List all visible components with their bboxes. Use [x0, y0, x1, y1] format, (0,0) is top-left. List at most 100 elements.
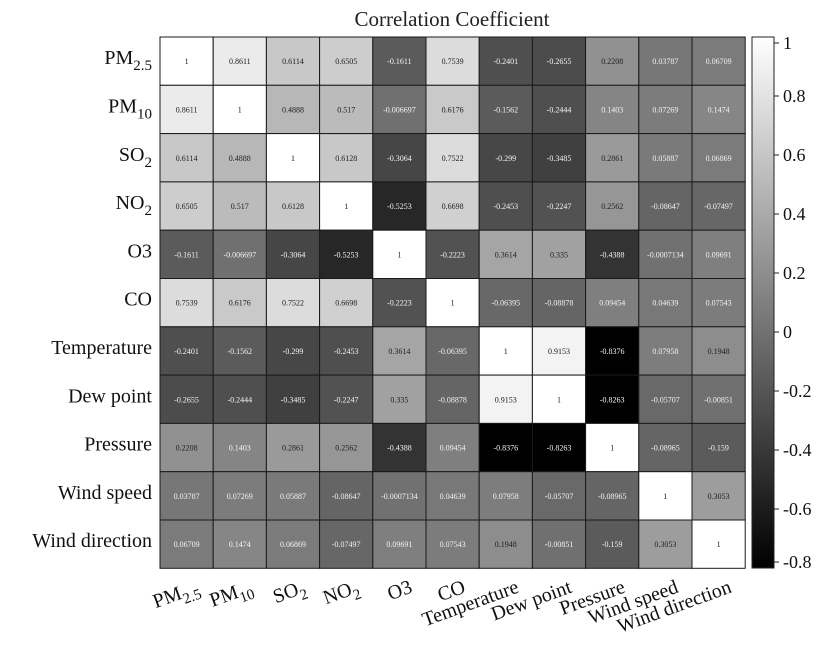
colorbar — [751, 36, 775, 569]
cell-value-label: -0.159 — [708, 444, 729, 453]
row-label: Temperature — [51, 337, 152, 359]
row-label: PM2.5 — [104, 47, 152, 74]
cell-value-label: -0.08965 — [651, 444, 680, 453]
cell-value-label: 0.3053 — [654, 540, 676, 549]
cell-value-label: -0.8263 — [547, 444, 572, 453]
heatmap-cell-r10-c1 — [212, 519, 267, 569]
heatmap-cell-r5-c10 — [691, 278, 746, 328]
heatmap-cell-r8-c0 — [159, 422, 214, 473]
cell-value-label: 1 — [504, 347, 508, 356]
heatmap-cell-r10-c7 — [531, 519, 587, 569]
cell-value-label: 0.6505 — [335, 57, 357, 66]
cell-value-label: 0.06709 — [174, 540, 200, 549]
heatmap-cell-r9-c2 — [265, 471, 321, 521]
cell-value-label: -0.1562 — [493, 105, 518, 114]
heatmap-cell-r4-c5 — [425, 229, 480, 279]
cell-value-label: -0.006697 — [383, 105, 416, 114]
cell-value-label: 0.4888 — [282, 105, 304, 114]
colorbar-ticks: 1 0.8 0.6 0.4 0.2 0 -0.2 -0.4 -0.6 -0.8 — [774, 33, 812, 572]
heatmap-cell-r7-c9 — [638, 374, 693, 424]
row-label: SO2 — [119, 144, 152, 171]
heatmap-cell-r0-c0 — [159, 36, 214, 86]
heatmap-cell-r8-c8 — [585, 422, 640, 473]
cell-value-label: -0.4388 — [600, 250, 625, 259]
cell-value-label: 0.2562 — [335, 444, 357, 453]
column-label: NO2 — [320, 576, 363, 614]
row-label: O3 — [128, 240, 152, 262]
heatmap-cell-r4-c4 — [372, 229, 427, 279]
colorbar-tick-label: 0 — [783, 322, 792, 342]
cell-value-label: -0.1562 — [227, 347, 252, 356]
colorbar-tick-label: -0.4 — [783, 440, 812, 460]
cell-value-label: -0.07497 — [332, 540, 361, 549]
heatmap-cell-r0-c9 — [638, 36, 693, 86]
cell-value-label: -0.2223 — [440, 250, 465, 259]
cell-value-label: 0.1474 — [229, 540, 251, 549]
heatmap-cell-r2-c4 — [372, 133, 427, 183]
cell-value-label: 0.517 — [337, 105, 355, 114]
heatmap-cell-r10-c9 — [638, 519, 693, 569]
row-label: Dew point — [68, 385, 152, 407]
cell-value-label: 0.2208 — [601, 57, 623, 66]
cell-value-label: -0.2401 — [174, 347, 199, 356]
heatmap-cell-r3-c8 — [585, 181, 640, 231]
cell-value-label: -0.3064 — [281, 250, 306, 259]
cell-value-label: 0.07958 — [493, 492, 519, 501]
heatmap-cell-r10-c10 — [691, 519, 746, 569]
heatmap-cell-r1-c0 — [159, 84, 214, 135]
cell-value-label: -0.3485 — [281, 395, 306, 404]
heatmap-cell-r10-c4 — [372, 519, 427, 569]
heatmap-cell-r7-c5 — [425, 374, 480, 424]
cell-value-label: 0.03787 — [174, 492, 200, 501]
heatmap-cell-r3-c10 — [691, 181, 746, 231]
heatmap-cell-r9-c8 — [585, 471, 640, 521]
heatmap-cell-r8-c7 — [531, 422, 587, 473]
heatmap-cell-r10-c8 — [585, 519, 640, 569]
cell-value-label: -0.1611 — [174, 250, 198, 259]
cell-value-label: -0.299 — [283, 347, 304, 356]
row-labels: PM2.5 PM10 SO2 NO2 O3 CO Temperature Dew point P… — [32, 47, 152, 552]
heatmap-cell-r3-c5 — [425, 181, 480, 231]
heatmap-cell-r8-c2 — [265, 422, 321, 473]
cell-value-label: 0.07543 — [440, 540, 466, 549]
cell-value-label: 0.6114 — [282, 57, 304, 66]
heatmap-cell-r2-c0 — [159, 133, 214, 183]
heatmap-cell-r9-c4 — [372, 471, 427, 521]
cell-value-label: -0.2655 — [174, 395, 199, 404]
cell-value-label: -0.08647 — [651, 202, 680, 211]
cell-value-label: 1 — [185, 57, 189, 66]
heatmap-cell-r1-c8 — [585, 84, 640, 135]
heatmap-cell-r4-c2 — [265, 229, 321, 279]
cell-value-label: -0.3064 — [387, 154, 412, 163]
cell-value-label: 1 — [663, 492, 667, 501]
heatmap-cell-r7-c1 — [212, 374, 267, 424]
heatmap-cell-r5-c0 — [159, 278, 214, 328]
cell-value-label: -0.2444 — [227, 395, 252, 404]
heatmap-cell-r3-c9 — [638, 181, 693, 231]
cell-value-label: 0.7522 — [442, 154, 464, 163]
cell-value-label: 0.07269 — [227, 492, 253, 501]
cell-value-label: 1 — [717, 540, 721, 549]
heatmap-cell-r9-c10 — [691, 471, 746, 521]
heatmap-cell-r6-c6 — [478, 326, 533, 376]
heatmap-cell-r3-c6 — [478, 181, 533, 231]
cell-value-label: 0.07958 — [652, 347, 678, 356]
cell-value-label: 1 — [451, 299, 455, 308]
cell-value-label: 0.05887 — [280, 492, 306, 501]
row-label: CO — [124, 289, 152, 311]
heatmap-cell-r9-c3 — [319, 471, 374, 521]
cell-value-label: -0.2453 — [334, 347, 359, 356]
cell-value-label: 0.8611 — [176, 105, 198, 114]
cell-value-label: 0.1948 — [708, 347, 730, 356]
heatmap-cell-r0-c2 — [265, 36, 321, 86]
heatmap-cell-r0-c1 — [212, 36, 267, 86]
cell-value-label: 0.9153 — [548, 347, 570, 356]
row-label: Wind speed — [58, 482, 152, 504]
heatmap-cell-r6-c0 — [159, 326, 214, 376]
heatmap-cell-r5-c8 — [585, 278, 640, 328]
cell-value-label: 1 — [397, 250, 401, 259]
colorbar-tick-label: -0.8 — [783, 552, 812, 572]
heatmap-cell-r0-c7 — [531, 36, 587, 86]
cell-value-label: 0.09691 — [706, 250, 732, 259]
